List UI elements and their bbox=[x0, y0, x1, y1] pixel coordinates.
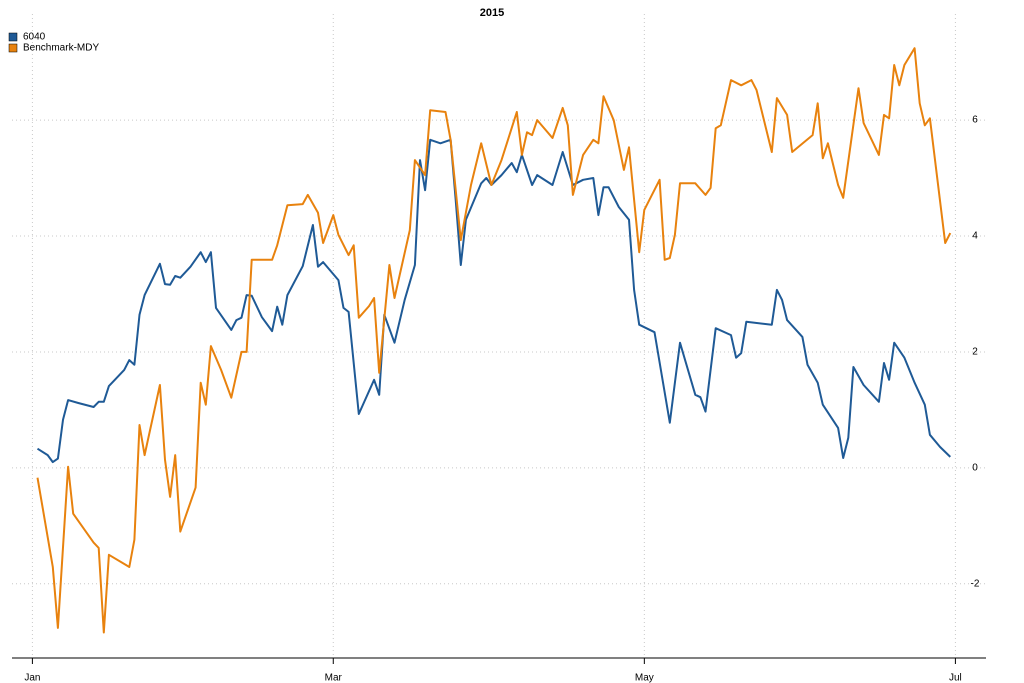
chart-title: 2015 bbox=[480, 7, 504, 19]
x-tick-label: May bbox=[635, 673, 654, 683]
series-line bbox=[36, 138, 951, 464]
legend-swatch bbox=[8, 43, 18, 53]
x-tick-label: Jan bbox=[24, 673, 40, 683]
x-tick-label: Jul bbox=[949, 673, 962, 683]
y-tick-label: 6 bbox=[972, 115, 978, 126]
legend-swatch bbox=[8, 32, 18, 42]
y-tick-label: 0 bbox=[972, 463, 978, 474]
series-line bbox=[36, 47, 952, 634]
legend-label: 6040 bbox=[23, 32, 46, 43]
y-tick-label: -2 bbox=[971, 578, 980, 589]
y-tick-label: 2 bbox=[972, 347, 978, 358]
y-tick-label: 4 bbox=[972, 231, 978, 242]
legend-label: Benchmark-MDY bbox=[23, 43, 99, 54]
x-tick-label: Mar bbox=[325, 673, 343, 683]
